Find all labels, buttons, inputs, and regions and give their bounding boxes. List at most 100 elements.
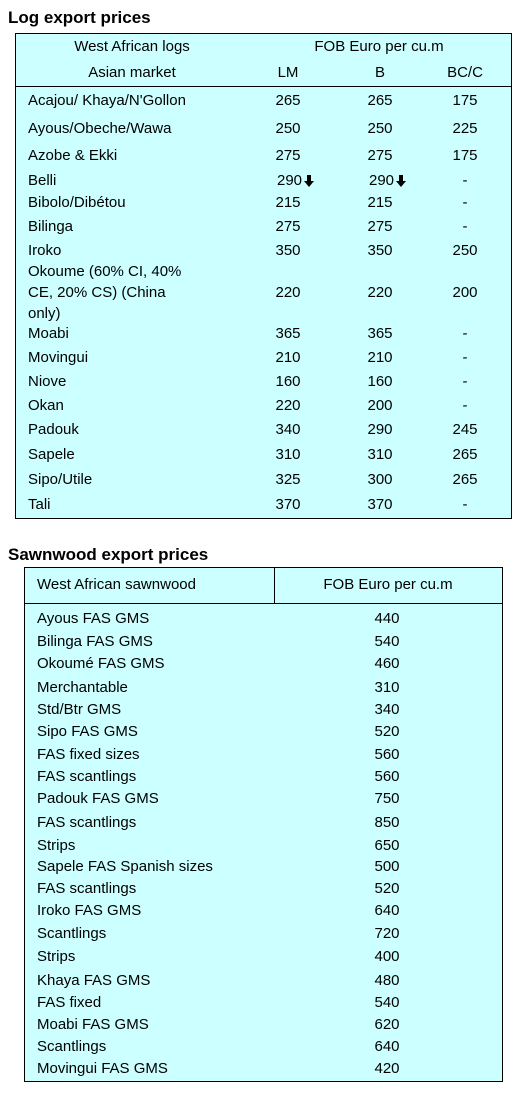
log-row-lm: 210 [275, 349, 301, 366]
sawn-row-value: 540 [374, 994, 400, 1011]
log-row-name: Niove [28, 373, 67, 390]
log-row-bcc: 175 [452, 147, 478, 164]
log-row-name: Bilinga [28, 218, 74, 235]
log-row-name: Sipo/Utile [28, 471, 93, 488]
log-row-b: 350 [367, 242, 393, 259]
log-row-b: 275 [367, 218, 393, 235]
log-row-name: Tali [28, 496, 51, 513]
log-row-lm: 365 [275, 325, 301, 342]
sawn-row-name: FAS fixed [37, 994, 102, 1011]
log-row-b: 275 [367, 147, 393, 164]
sawn-row-value: 560 [374, 746, 400, 763]
log-row-lm: 220 [275, 397, 301, 414]
log-row-bcc: - [462, 496, 468, 513]
sawn-row-value: 720 [374, 925, 400, 942]
sawn-row-name: Movingui FAS GMS [37, 1060, 168, 1077]
log-header-market: Asian market [88, 64, 176, 81]
sawn-header-name: West African sawnwood [37, 576, 196, 593]
sawn-row-value: 480 [374, 972, 400, 989]
sawn-row-name: Scantlings [37, 1038, 107, 1055]
sawn-row-value: 340 [374, 701, 400, 718]
log-row-bcc: - [462, 218, 468, 235]
sawn-row-name: FAS scantlings [37, 768, 137, 785]
sawn-row-name: Sipo FAS GMS [37, 723, 138, 740]
log-row-name: Ayous/Obeche/Wawa [28, 120, 172, 137]
log-row-bcc: 200 [452, 284, 478, 301]
sawn-row-name: Scantlings [37, 925, 107, 942]
sawn-row-name: Ayous FAS GMS [37, 610, 150, 627]
log-row-bcc: 265 [452, 471, 478, 488]
sawn-row-value: 650 [374, 837, 400, 854]
sawn-row-value: 540 [374, 633, 400, 650]
log-row-lm: 370 [275, 496, 301, 513]
log-col-lm: LM [277, 64, 299, 81]
log-row-name: Padouk [28, 421, 79, 438]
log-price-table [15, 33, 512, 519]
sawn-row-name: Okoumé FAS GMS [37, 655, 165, 672]
sawn-header-fob: FOB Euro per cu.m [323, 576, 453, 593]
down-arrow-icon [396, 175, 407, 188]
sawn-header-divider [25, 603, 502, 604]
log-row-b: 290 [367, 421, 393, 438]
log-table-title: Log export prices [8, 8, 151, 27]
log-row-b: 265 [367, 92, 393, 109]
log-row-b: 300 [367, 471, 393, 488]
log-col-b: B [374, 64, 385, 81]
log-row-name: Iroko [28, 242, 62, 259]
log-row-b: 370 [367, 496, 393, 513]
log-row-b: 220 [367, 284, 393, 301]
sawn-table-title: Sawnwood export prices [8, 545, 209, 564]
log-row-lm: 250 [275, 120, 301, 137]
log-header-divider [16, 86, 511, 87]
log-row-b: 215 [367, 194, 393, 211]
log-row-lm: 340 [275, 421, 301, 438]
log-header-logs: West African logs [74, 38, 190, 55]
log-row-b: 160 [367, 373, 393, 390]
sawn-row-name: Std/Btr GMS [37, 701, 122, 718]
sawn-row-name: Moabi FAS GMS [37, 1016, 149, 1033]
log-row-name: Azobe & Ekki [28, 147, 118, 164]
sawn-row-name: Strips [37, 837, 76, 854]
log-row-name: Belli [28, 172, 57, 189]
sawn-price-table [24, 567, 503, 1082]
sawn-row-name: Iroko FAS GMS [37, 902, 142, 919]
sawn-row-value: 750 [374, 790, 400, 807]
sawn-row-value: 440 [374, 610, 400, 627]
log-row-b: 200 [367, 397, 393, 414]
log-row-bcc: 175 [452, 92, 478, 109]
sawn-row-value: 520 [374, 723, 400, 740]
log-row-bcc: - [462, 373, 468, 390]
sawn-row-name: FAS fixed sizes [37, 746, 140, 763]
log-row-name: Okoume (60% CI, 40% [28, 263, 182, 280]
sawn-row-name: Merchantable [37, 679, 128, 696]
log-row-bcc: - [462, 325, 468, 342]
log-row-bcc: - [462, 172, 468, 189]
log-row-name: Bibolo/Dibétou [28, 194, 126, 211]
sawn-row-name: Bilinga FAS GMS [37, 633, 153, 650]
sawn-row-value: 500 [374, 858, 400, 875]
log-row-lm: 350 [275, 242, 301, 259]
down-arrow-icon [304, 175, 315, 188]
log-row-b: 310 [367, 446, 393, 463]
sawn-row-name: FAS scantlings [37, 880, 137, 897]
sawn-row-name: Strips [37, 948, 76, 965]
sawn-row-value: 520 [374, 880, 400, 897]
log-row-b: 365 [367, 325, 393, 342]
log-col-bcc: BC/C [447, 64, 483, 81]
log-row-bcc: 245 [452, 421, 478, 438]
sawn-row-name: Padouk FAS GMS [37, 790, 159, 807]
log-row-lm: 160 [275, 373, 301, 390]
log-row-lm: 220 [275, 284, 301, 301]
log-row-b: 210 [367, 349, 393, 366]
log-row-name: Moabi [28, 325, 69, 342]
sawn-header-separator [274, 568, 275, 603]
log-row-bcc: - [462, 194, 468, 211]
sawn-row-value: 640 [374, 902, 400, 919]
sawn-row-value: 850 [374, 814, 400, 831]
log-row-lm: 325 [275, 471, 301, 488]
log-row-lm: 310 [275, 446, 301, 463]
log-row-lm: 265 [275, 92, 301, 109]
log-row-name: Movingui [28, 349, 89, 366]
sawn-row-name: Khaya FAS GMS [37, 972, 151, 989]
sawn-row-value: 400 [374, 948, 400, 965]
